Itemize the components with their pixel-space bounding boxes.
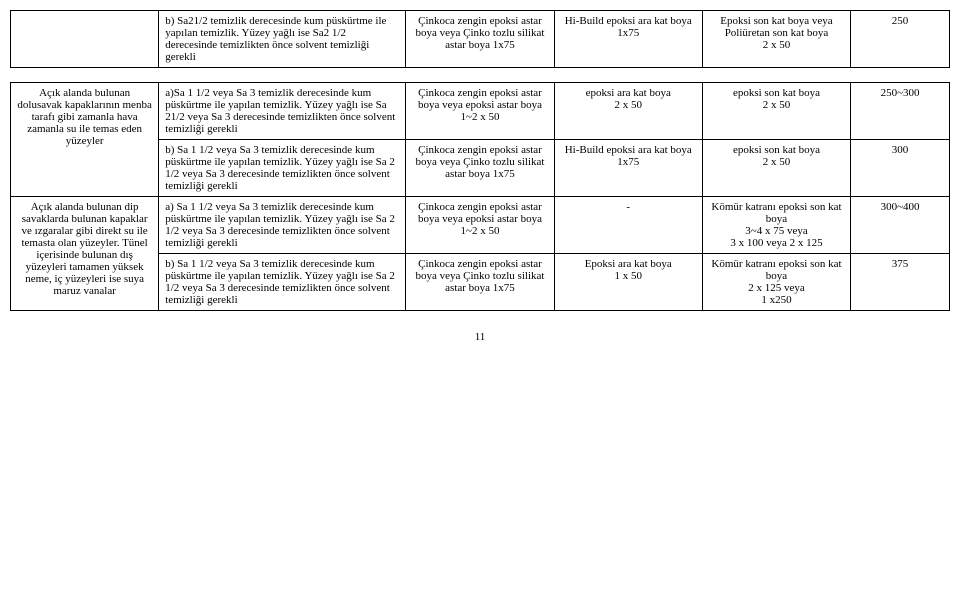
cell: a) Sa 1 1/2 veya Sa 3 temizlik derecesin… — [159, 197, 406, 254]
cell: b) Sa 1 1/2 veya Sa 3 temizlik derecesin… — [159, 254, 406, 311]
cell: Hi-Build epoksi ara kat boya1x75 — [554, 11, 702, 68]
cell: 300 — [851, 140, 950, 197]
cell: 375 — [851, 254, 950, 311]
cell: Çinkoca zengin epoksi astar boya veya Çi… — [406, 140, 554, 197]
cell: 300~400 — [851, 197, 950, 254]
cell: Çinkoca zengin epoksi astar boya veya ep… — [406, 83, 554, 140]
cell: Çinkoca zengin epoksi astar boya veya ep… — [406, 197, 554, 254]
cell: 250~300 — [851, 83, 950, 140]
cell: 250 — [851, 11, 950, 68]
cell: - — [554, 197, 702, 254]
row-header-b: Açık alanda bulunan dip savaklarda bulun… — [11, 197, 159, 311]
cell: b) Sa 1 1/2 veya Sa 3 temizlik derecesin… — [159, 140, 406, 197]
cell: Kömür katranı epoksi son kat boya3~4 x 7… — [702, 197, 850, 254]
cell: epoksi ara kat boya2 x 50 — [554, 83, 702, 140]
row-header-a: Açık alanda bulunan dolusavak kapakların… — [11, 83, 159, 197]
cell: b) Sa21/2 temizlik derecesinde kum püskü… — [159, 11, 406, 68]
cell: Hi-Build epoksi ara kat boya1x75 — [554, 140, 702, 197]
cell: Çinkoca zengin epoksi astar boya veya Çi… — [406, 11, 554, 68]
cell-empty — [11, 11, 159, 68]
table-row: Açık alanda bulunan dolusavak kapakların… — [11, 83, 950, 140]
table-row: Açık alanda bulunan dip savaklarda bulun… — [11, 197, 950, 254]
cell: a)Sa 1 1/2 veya Sa 3 temizlik derecesind… — [159, 83, 406, 140]
cell: epoksi son kat boya2 x 50 — [702, 83, 850, 140]
cell: Kömür katranı epoksi son kat boya2 x 125… — [702, 254, 850, 311]
table-row: b) Sa21/2 temizlik derecesinde kum püskü… — [11, 11, 950, 68]
cell: Çinkoca zengin epoksi astar boya veya Çi… — [406, 254, 554, 311]
cell: Epoksi son kat boya veya Poliüretan son … — [702, 11, 850, 68]
bottom-table: Açık alanda bulunan dolusavak kapakların… — [10, 82, 950, 311]
cell: Epoksi ara kat boya1 x 50 — [554, 254, 702, 311]
top-table: b) Sa21/2 temizlik derecesinde kum püskü… — [10, 10, 950, 68]
cell: epoksi son kat boya2 x 50 — [702, 140, 850, 197]
page-number: 11 — [10, 331, 950, 343]
